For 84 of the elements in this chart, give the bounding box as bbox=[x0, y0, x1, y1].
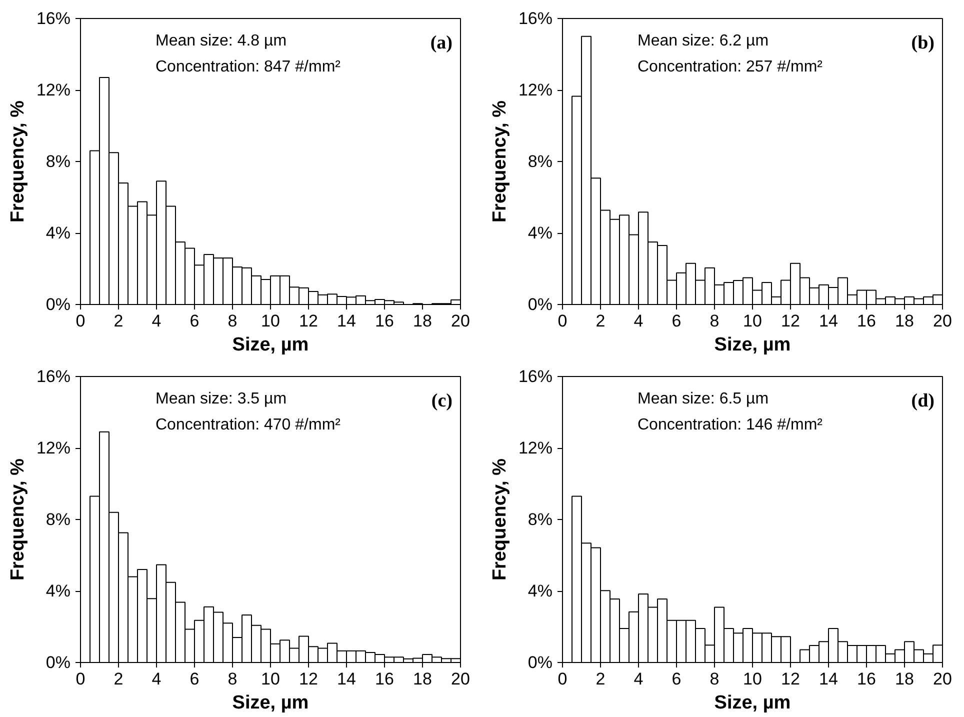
x-tick-label: 14 bbox=[819, 670, 838, 688]
annotation: (c) bbox=[431, 390, 453, 412]
annotation: (a) bbox=[430, 32, 452, 54]
y-tick-label: 8% bbox=[46, 510, 71, 529]
x-tick-label: 20 bbox=[933, 670, 952, 688]
x-axis-title: Size, µm bbox=[714, 334, 791, 356]
x-tick-label: 10 bbox=[261, 312, 280, 330]
y-tick-label: 0% bbox=[46, 653, 71, 672]
x-tick-label: 6 bbox=[190, 670, 200, 688]
x-axis-title: Size, µm bbox=[232, 692, 309, 714]
x-tick-label: 20 bbox=[933, 312, 952, 330]
annotation: Concentration: 470 #/mm² bbox=[156, 416, 342, 434]
y-tick-label: 0% bbox=[528, 653, 553, 672]
x-tick-label: 14 bbox=[337, 312, 356, 330]
x-tick-label: 20 bbox=[451, 670, 470, 688]
annotation: (b) bbox=[911, 32, 935, 54]
x-tick-label: 6 bbox=[190, 312, 200, 330]
y-tick-label: 0% bbox=[46, 295, 71, 314]
y-axis-title: Frequency, % bbox=[489, 458, 510, 581]
x-tick-label: 6 bbox=[672, 312, 682, 330]
x-tick-label: 8 bbox=[710, 312, 720, 330]
x-tick-label: 12 bbox=[299, 670, 318, 688]
x-tick-label: 10 bbox=[743, 312, 762, 330]
x-tick-label: 12 bbox=[781, 312, 800, 330]
x-tick-label: 0 bbox=[76, 312, 86, 330]
x-tick-label: 10 bbox=[743, 670, 762, 688]
y-tick-label: 0% bbox=[528, 295, 553, 314]
x-tick-label: 4 bbox=[152, 312, 162, 330]
x-tick-label: 8 bbox=[710, 670, 720, 688]
y-tick-label: 16% bbox=[36, 367, 71, 386]
x-tick-label: 18 bbox=[895, 312, 914, 330]
x-tick-label: 6 bbox=[672, 670, 682, 688]
x-tick-label: 0 bbox=[558, 670, 568, 688]
x-tick-label: 12 bbox=[299, 312, 318, 330]
x-tick-label: 20 bbox=[451, 312, 470, 330]
x-tick-label: 2 bbox=[114, 312, 124, 330]
y-tick-label: 8% bbox=[46, 152, 71, 171]
x-tick-label: 10 bbox=[261, 670, 280, 688]
y-axis-title: Frequency, % bbox=[7, 100, 28, 223]
y-tick-label: 16% bbox=[36, 9, 71, 28]
annotation: Concentration: 146 #/mm² bbox=[638, 416, 824, 434]
annotation: Mean size: 4.8 µm bbox=[156, 32, 287, 50]
x-tick-label: 8 bbox=[228, 312, 238, 330]
x-tick-label: 14 bbox=[819, 312, 838, 330]
x-tick-label: 16 bbox=[857, 312, 876, 330]
x-tick-label: 14 bbox=[337, 670, 356, 688]
annotation: Concentration: 847 #/mm² bbox=[156, 58, 342, 76]
y-tick-label: 4% bbox=[46, 224, 71, 242]
y-tick-label: 4% bbox=[528, 224, 553, 242]
x-axis-title: Size, µm bbox=[232, 334, 309, 356]
y-tick-label: 12% bbox=[518, 438, 553, 458]
y-tick-label: 4% bbox=[46, 582, 71, 600]
y-tick-label: 8% bbox=[528, 152, 553, 171]
y-tick-label: 4% bbox=[528, 582, 553, 600]
x-tick-label: 16 bbox=[375, 670, 394, 688]
x-tick-label: 0 bbox=[558, 312, 568, 330]
x-tick-label: 0 bbox=[76, 670, 86, 688]
x-tick-label: 4 bbox=[152, 670, 162, 688]
x-tick-label: 4 bbox=[634, 312, 644, 330]
x-tick-label: 12 bbox=[781, 670, 800, 688]
annotation: Mean size: 6.5 µm bbox=[638, 390, 769, 408]
x-tick-label: 2 bbox=[114, 670, 124, 688]
x-tick-label: 4 bbox=[634, 670, 644, 688]
x-axis-title: Size, µm bbox=[714, 692, 791, 714]
y-tick-label: 12% bbox=[518, 80, 553, 100]
annotation: Concentration: 257 #/mm² bbox=[638, 58, 824, 76]
x-tick-label: 18 bbox=[413, 312, 432, 330]
y-axis-title: Frequency, % bbox=[7, 458, 28, 581]
y-tick-label: 12% bbox=[36, 438, 71, 458]
x-tick-label: 16 bbox=[375, 312, 394, 330]
x-tick-label: 8 bbox=[228, 670, 238, 688]
annotation: Mean size: 6.2 µm bbox=[638, 32, 769, 50]
annotation: Mean size: 3.5 µm bbox=[156, 390, 287, 408]
x-tick-label: 2 bbox=[596, 312, 606, 330]
x-tick-label: 18 bbox=[895, 670, 914, 688]
annotation: (d) bbox=[911, 390, 935, 412]
y-tick-label: 16% bbox=[518, 9, 553, 28]
x-tick-label: 2 bbox=[596, 670, 606, 688]
x-tick-label: 16 bbox=[857, 670, 876, 688]
y-tick-label: 12% bbox=[36, 80, 71, 100]
y-tick-label: 16% bbox=[518, 367, 553, 386]
y-tick-label: 8% bbox=[528, 510, 553, 529]
y-axis-title: Frequency, % bbox=[489, 100, 510, 223]
x-tick-label: 18 bbox=[413, 670, 432, 688]
